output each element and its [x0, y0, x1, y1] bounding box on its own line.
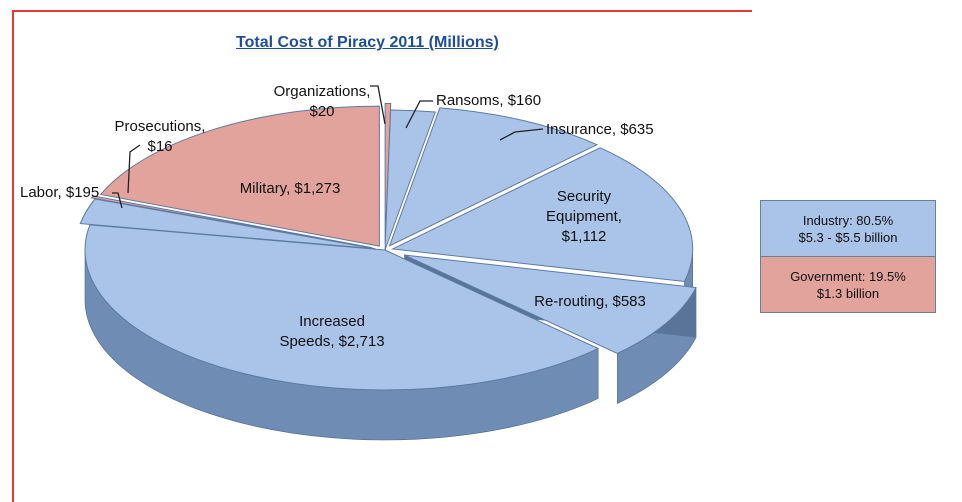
frame-top-border	[12, 10, 752, 12]
label-security: Security Equipment, $1,112	[546, 188, 622, 245]
leader-line-prosecutions	[127, 144, 141, 194]
leader-line-ransoms	[405, 100, 433, 129]
slice-rerouting	[404, 254, 697, 355]
chart-title: Total Cost of Piracy 2011 (Millions)	[236, 34, 499, 51]
leader-line-labor	[112, 192, 123, 209]
legend-industry-share: Industry: 80.5%	[802, 212, 894, 228]
label-labor: Labor, $195	[20, 184, 99, 201]
legend-government-amount: $1.3 billion	[816, 285, 880, 301]
legend-government-share: Government: 19.5%	[790, 268, 906, 284]
label-increased-speeds: Increased Speeds, $2,713	[279, 313, 384, 350]
label-insurance: Insurance, $635	[546, 121, 654, 138]
slice-prosecutions	[90, 195, 373, 249]
legend: Industry: 80.5% $5.3 - $5.5 billion Gove…	[760, 200, 936, 313]
legend-industry-range: $5.3 - $5.5 billion	[798, 229, 898, 245]
legend-item-industry: Industry: 80.5% $5.3 - $5.5 billion	[760, 200, 936, 257]
leader-line-organizations	[370, 85, 386, 125]
frame-left-border	[12, 10, 14, 502]
label-organizations: Organizations, $20	[274, 83, 371, 120]
legend-item-government: Government: 19.5% $1.3 billion	[760, 257, 936, 313]
leader-line-insurance	[499, 128, 544, 141]
label-ransoms: Ransoms, $160	[436, 92, 541, 109]
slice-insurance	[388, 107, 599, 247]
label-rerouting: Re-routing, $583	[534, 293, 646, 310]
label-prosecutions: Prosecutions, $16	[115, 118, 206, 155]
slice-military	[99, 105, 380, 247]
slice-ransoms	[384, 109, 437, 251]
label-military: Military, $1,273	[240, 180, 341, 197]
slice-labor	[79, 198, 376, 250]
slice-increased-speeds	[84, 224, 600, 391]
slice-security	[390, 147, 694, 283]
